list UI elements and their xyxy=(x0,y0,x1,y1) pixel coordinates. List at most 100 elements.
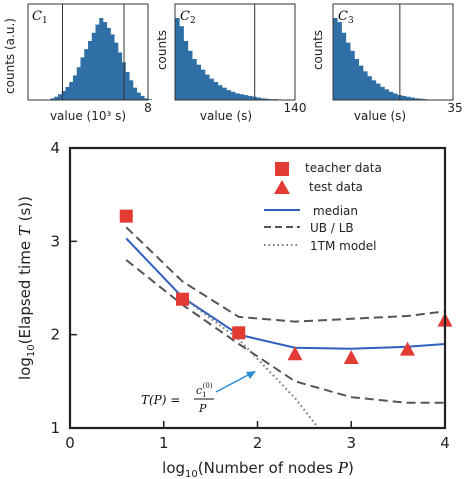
hist-bar xyxy=(106,27,111,101)
hist-bar xyxy=(179,26,184,101)
test-data-point xyxy=(400,341,415,356)
hist-bar xyxy=(136,92,141,100)
hist-bar xyxy=(80,57,85,100)
histogram-c1: counts (a.u.) C1 8 value (10³ s) xyxy=(3,3,153,123)
hist-bar xyxy=(341,32,347,101)
hist-bar xyxy=(99,18,104,100)
hist-bar xyxy=(239,94,244,100)
hist-bar xyxy=(175,18,180,100)
hist-bar xyxy=(388,91,394,100)
hist-bar xyxy=(95,24,100,101)
teacher-data-point xyxy=(119,209,133,223)
hist-c2-panel-label: C2 xyxy=(180,9,196,26)
hist-c1-threshold-lines xyxy=(62,4,125,100)
hist-c3-ylabel: counts xyxy=(311,30,325,70)
x-tick-label: 1 xyxy=(159,434,169,452)
annotation-arrow-head xyxy=(246,371,256,379)
hist-bar xyxy=(333,18,338,100)
hist-bar xyxy=(230,91,236,100)
x-tick-label: 0 xyxy=(65,434,75,452)
formula-numerator: c1(0) xyxy=(196,382,213,399)
legend: teacher data test data median UB / LB 1T… xyxy=(264,161,382,253)
hist-bar xyxy=(405,96,411,100)
hist-bar xyxy=(200,69,206,100)
hist-c2-ylabel: counts xyxy=(155,30,169,70)
hist-bar xyxy=(148,99,153,100)
hist-bar xyxy=(192,59,197,100)
hist-bar xyxy=(363,71,368,100)
series-line-lb xyxy=(125,259,445,404)
hist-bar xyxy=(110,34,115,100)
x-tick-label: 3 xyxy=(346,434,356,452)
hist-bar xyxy=(61,90,66,100)
hist-bar xyxy=(54,96,59,100)
hist-bar xyxy=(76,67,81,100)
main-xlabel: log10(Number of nodes P) xyxy=(162,459,354,479)
hist-bar xyxy=(358,65,364,100)
hist-bar xyxy=(235,93,240,100)
hist-bar xyxy=(243,95,249,100)
hist-bar xyxy=(133,87,138,100)
hist-bar xyxy=(217,85,223,100)
hist-c3-panel-label: C3 xyxy=(338,9,354,26)
hist-bar xyxy=(50,98,55,100)
hist-bar xyxy=(129,80,134,100)
hist-bar xyxy=(118,52,123,100)
hist-c2-xlabel: value (s) xyxy=(200,109,252,123)
hist-bar xyxy=(144,98,149,100)
hist-c1-frame xyxy=(27,3,149,101)
hist-bar xyxy=(140,95,145,100)
hist-bar xyxy=(114,42,119,100)
hist-bar xyxy=(84,49,89,100)
hist-bar xyxy=(371,80,377,100)
series-line-median xyxy=(125,237,445,350)
series-line-1tm-model xyxy=(181,296,320,428)
legend-teacher-label: teacher data xyxy=(305,161,382,175)
teacher-data-point xyxy=(176,292,189,306)
hist-bar xyxy=(247,95,253,100)
hist-c2-x-tick: 140 xyxy=(284,101,307,115)
hist-bar xyxy=(380,86,385,100)
hist-bar xyxy=(65,86,70,100)
x-tick-label: 4 xyxy=(440,434,450,452)
x-tick-label: 2 xyxy=(253,434,263,452)
hist-c3-bars xyxy=(333,18,450,101)
hist-c3-x-tick: 35 xyxy=(447,101,462,115)
hist-bar xyxy=(187,50,193,100)
hist-bar xyxy=(196,64,202,100)
formula-lhs: T(P) = xyxy=(141,393,180,407)
hist-bar xyxy=(350,50,355,100)
y-tick-label: 3 xyxy=(50,232,60,250)
main-plot-frame xyxy=(68,146,447,430)
hist-c3-xlabel: value (s) xyxy=(354,109,406,123)
hist-c1-panel-label: C1 xyxy=(32,9,48,26)
main-ylabel: log10(Elapsed time T (s)) xyxy=(16,196,37,380)
hist-bar xyxy=(205,74,210,100)
hist-bar xyxy=(367,76,372,100)
hist-bar xyxy=(337,22,342,101)
hist-c1-bars xyxy=(50,18,153,101)
hist-bar xyxy=(384,89,390,100)
hist-bar xyxy=(91,32,96,101)
histogram-c3: counts C3 35 value (s) xyxy=(311,3,463,123)
hist-c1-x-tick: 8 xyxy=(144,101,152,115)
hist-bar xyxy=(183,40,189,100)
model-formula-annotation: T(P) = c1(0) P xyxy=(141,371,256,415)
hist-bar xyxy=(410,97,415,100)
test-data-point xyxy=(287,346,303,361)
hist-c1-xlabel: value (10³ s) xyxy=(50,109,126,123)
hist-c2-frame xyxy=(174,3,296,101)
test-data-point xyxy=(343,350,359,364)
hist-bar xyxy=(345,42,351,100)
series-line-ub xyxy=(125,226,445,323)
y-tick-label: 4 xyxy=(50,139,60,157)
hist-c3-frame xyxy=(332,3,454,101)
legend-ublb-label: UB / LB xyxy=(310,221,354,235)
teacher-data-point xyxy=(232,326,246,340)
hist-bar xyxy=(209,78,214,100)
hist-bar xyxy=(226,90,232,100)
main-series-markers xyxy=(119,209,453,364)
hist-bar xyxy=(393,93,398,100)
